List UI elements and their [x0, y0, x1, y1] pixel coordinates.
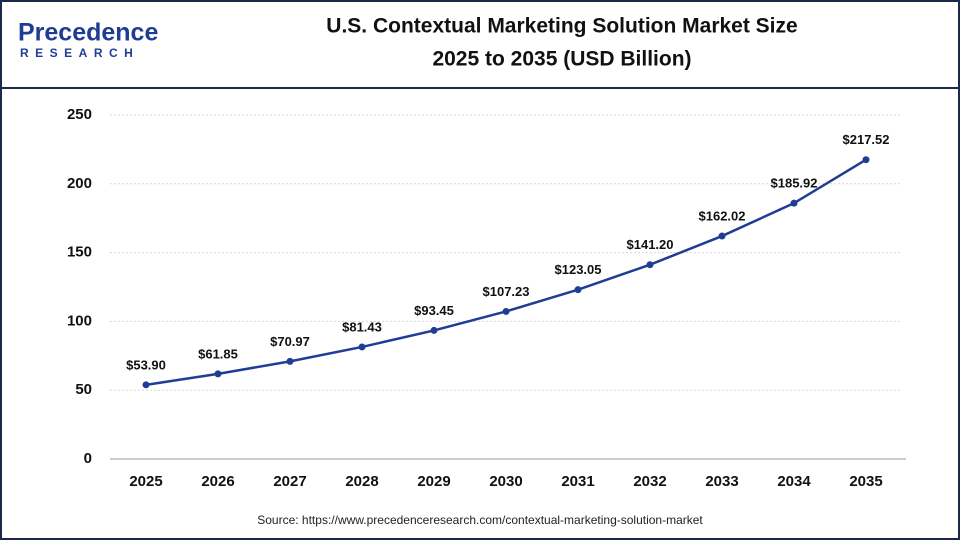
x-tick-label: 2034: [777, 473, 811, 490]
y-tick-label: 100: [67, 312, 92, 329]
logo-name: Precedence: [18, 19, 158, 47]
y-tick-label: 50: [75, 381, 92, 398]
y-tick-label: 200: [67, 175, 92, 192]
source-note: Source: https://www.precedenceresearch.c…: [257, 513, 703, 527]
x-tick-label: 2031: [561, 473, 594, 490]
data-point: [214, 370, 222, 378]
data-point: [790, 199, 798, 207]
x-tick-label: 2026: [201, 473, 234, 490]
data-point: [358, 343, 366, 351]
y-tick-label: 150: [67, 244, 92, 261]
x-tick-label: 2033: [705, 473, 738, 490]
x-tick-label: 2029: [417, 473, 450, 490]
data-label: $162.02: [699, 208, 746, 223]
data-label: $61.85: [198, 346, 238, 361]
data-point: [574, 286, 582, 294]
data-label: $141.20: [627, 237, 674, 252]
x-tick-label: 2027: [273, 473, 306, 490]
data-label: $81.43: [342, 319, 382, 334]
data-point: [142, 381, 150, 389]
chart-title: 2025 to 2035 (USD Billion): [432, 48, 691, 71]
data-label: $217.52: [843, 132, 890, 147]
x-tick-label: 2035: [849, 473, 882, 490]
logo-tagline: RESEARCH: [20, 46, 139, 60]
data-label: $53.90: [126, 357, 166, 372]
x-tick-label: 2028: [345, 473, 378, 490]
data-label: $185.92: [771, 176, 818, 191]
y-tick-label: 250: [67, 106, 92, 123]
data-point: [502, 307, 510, 315]
chart-title: U.S. Contextual Marketing Solution Marke…: [326, 15, 797, 38]
x-tick-label: 2030: [489, 473, 522, 490]
data-label: $70.97: [270, 334, 310, 349]
data-point: [718, 232, 726, 240]
x-tick-label: 2025: [129, 473, 162, 490]
data-label: $93.45: [414, 303, 454, 318]
x-tick-label: 2032: [633, 473, 666, 490]
data-point: [646, 261, 654, 269]
data-point: [286, 357, 294, 365]
data-point: [862, 156, 870, 164]
data-label: $107.23: [483, 284, 530, 299]
data-label: $123.05: [555, 262, 602, 277]
y-tick-label: 0: [84, 450, 92, 467]
data-point: [430, 326, 438, 334]
